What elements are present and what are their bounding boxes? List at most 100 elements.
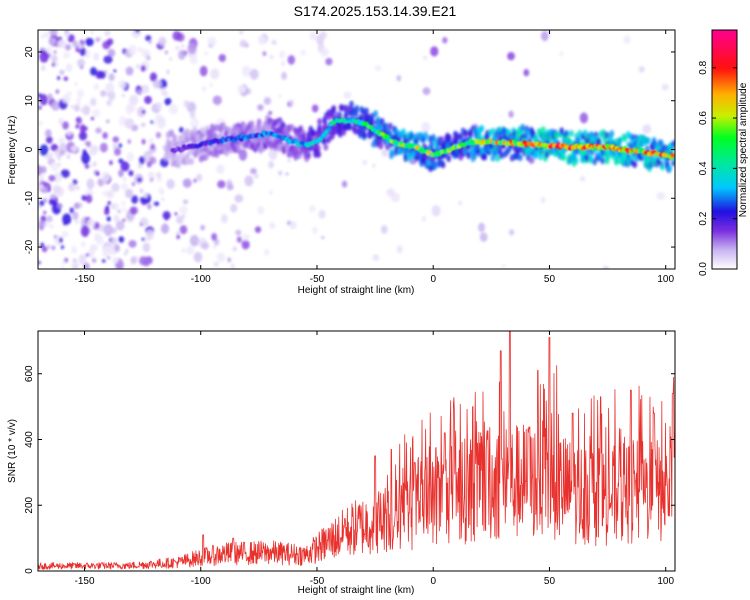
spectrogram-noise-blob bbox=[122, 206, 127, 213]
spectrogram-noise-blob bbox=[287, 158, 291, 163]
spectrogram-ridge-halo bbox=[251, 126, 257, 134]
spectrogram-ridge-halo bbox=[479, 124, 485, 133]
spectrogram-noise-blob bbox=[479, 232, 488, 242]
spectrogram-ridge-halo bbox=[331, 105, 337, 113]
spectrogram-noise-blob bbox=[325, 57, 333, 66]
spectrogram-noise-blob bbox=[122, 218, 126, 222]
spectrogram-noise-blob bbox=[242, 233, 250, 241]
spectrogram-ridge-halo bbox=[423, 131, 429, 139]
spectrogram-noise-blob bbox=[104, 30, 111, 37]
spectrogram-ridge-halo bbox=[463, 129, 468, 137]
x-tick-label: -150 bbox=[74, 274, 94, 285]
spectrogram-noise-blob bbox=[39, 184, 44, 190]
spectrogram-ridge-halo bbox=[317, 118, 322, 126]
spectrogram-noise-blob bbox=[38, 93, 42, 98]
spectrogram-noise-blob bbox=[39, 200, 45, 207]
spectrogram-noise-blob bbox=[106, 216, 111, 222]
spectrogram-noise-blob bbox=[70, 105, 74, 109]
spectrogram-noise-blob bbox=[45, 136, 53, 144]
spectrogram-noise-blob bbox=[212, 245, 217, 249]
spectrogram-ridge-halo bbox=[316, 150, 322, 158]
spectrogram-noise-blob bbox=[42, 210, 47, 215]
spectrogram-noise-blob bbox=[43, 220, 50, 228]
snr-y-label: SNR (10 * v/v) bbox=[7, 419, 18, 483]
spectrogram-noise-blob bbox=[86, 218, 95, 228]
spectrogram-noise-blob bbox=[98, 224, 106, 233]
spectrogram-noise-blob bbox=[159, 190, 165, 196]
spectrogram-noise-blob bbox=[161, 197, 165, 202]
spectrogram-noise-blob bbox=[623, 35, 631, 45]
spectrogram-noise-blob bbox=[103, 55, 113, 64]
spectrogram-noise-blob bbox=[201, 242, 210, 250]
spectrogram-noise-blob bbox=[289, 99, 294, 107]
spectrogram-ridge-halo bbox=[388, 151, 394, 160]
spectrogram-noise-blob bbox=[182, 214, 186, 218]
spectrogram-noise-blob bbox=[118, 79, 127, 90]
spectrogram-ridge-halo bbox=[293, 145, 299, 153]
spectrogram-noise-blob bbox=[124, 188, 134, 199]
spectrogram-ridge-halo bbox=[224, 149, 230, 157]
spectrogram-x-ticks: -150 -100 -50 0 50 100 bbox=[74, 30, 674, 285]
spectrogram-ridge-halo bbox=[172, 133, 177, 142]
spectrogram-ridge-halo bbox=[426, 159, 431, 167]
spectrogram-noise-blob bbox=[168, 57, 173, 61]
spectrogram-noise-blob bbox=[118, 236, 125, 243]
spectrogram-noise-blob bbox=[64, 44, 72, 51]
spectrogram-noise-blob bbox=[92, 145, 100, 153]
spectrogram-noise-blob bbox=[80, 225, 90, 237]
spectrogram-noise-blob bbox=[84, 164, 90, 169]
spectrogram-noise-blob bbox=[320, 48, 329, 57]
spectrogram-ridge-halo bbox=[306, 151, 312, 159]
spectrogram-noise-blob bbox=[48, 37, 57, 46]
spectrogram-noise-blob bbox=[141, 198, 148, 206]
spectrogram-noise-blob bbox=[72, 40, 78, 48]
spectrogram-noise-blob bbox=[579, 176, 586, 182]
spectrogram-noise-blob bbox=[59, 149, 65, 156]
spectrogram-noise-blob bbox=[74, 104, 80, 112]
spectrogram-ridge-halo bbox=[592, 158, 598, 166]
spectrogram-noise-blob bbox=[79, 124, 86, 133]
spectrogram-noise-blob bbox=[46, 215, 53, 223]
spectrogram-ridge-halo bbox=[353, 127, 359, 135]
spectrogram-noise-blob bbox=[50, 143, 59, 152]
spectrogram-noise-blob bbox=[138, 156, 146, 165]
spectrogram-noise-blob bbox=[180, 44, 185, 49]
spectrogram-ridge-halo bbox=[429, 141, 434, 149]
spectrogram-ridge-halo bbox=[573, 157, 579, 165]
spectrogram-ridge-halo bbox=[249, 120, 255, 128]
x-tick-label: 0 bbox=[430, 274, 436, 285]
spectrogram-ridge-halo bbox=[378, 142, 384, 150]
spectrogram-noise-blob bbox=[68, 182, 76, 192]
spectrogram-noise-blob bbox=[51, 245, 56, 251]
spectrogram-ridge-halo bbox=[317, 124, 322, 132]
y-tick-label: -10 bbox=[24, 191, 35, 206]
y-tick-label: 10 bbox=[24, 95, 35, 107]
spectrogram-noise-blob bbox=[186, 101, 197, 113]
spectrogram-noise-blob bbox=[78, 254, 87, 265]
x-tick-label: -50 bbox=[310, 274, 325, 285]
spectrogram-noise-blob bbox=[39, 144, 49, 156]
spectrogram-ridge-halo bbox=[561, 153, 567, 161]
spectrogram-noise-blob bbox=[114, 147, 122, 156]
spectrogram-noise-blob bbox=[90, 97, 97, 107]
spectrogram-ridge-halo bbox=[227, 126, 232, 134]
spectrogram-noise-blob bbox=[396, 245, 403, 254]
spectrogram-noise-blob bbox=[39, 178, 43, 183]
spectrogram-noise-blob bbox=[210, 68, 220, 80]
spectrogram-noise-blob bbox=[278, 170, 283, 176]
spectrogram-noise-blob bbox=[174, 212, 178, 216]
spectrogram-noise-blob bbox=[189, 110, 196, 119]
spectrogram-noise-blob bbox=[86, 178, 95, 190]
spectrogram-noise-blob bbox=[638, 66, 645, 73]
spectrogram-noise-blob bbox=[145, 35, 152, 42]
spectrogram-noise-blob bbox=[75, 116, 83, 125]
spectrogram-noise-blob bbox=[442, 36, 448, 44]
spectrogram-ridge-halo bbox=[323, 143, 329, 151]
spectrogram-noise-blob bbox=[76, 89, 84, 98]
spectrogram-noise-blob bbox=[141, 109, 146, 114]
x-tick-label: 0 bbox=[430, 576, 436, 587]
spectrogram-ridge-halo bbox=[505, 128, 511, 136]
spectrogram-ridge-halo bbox=[204, 152, 209, 161]
x-tick-label: -50 bbox=[310, 576, 325, 587]
spectrogram-noise-blob bbox=[138, 256, 148, 266]
